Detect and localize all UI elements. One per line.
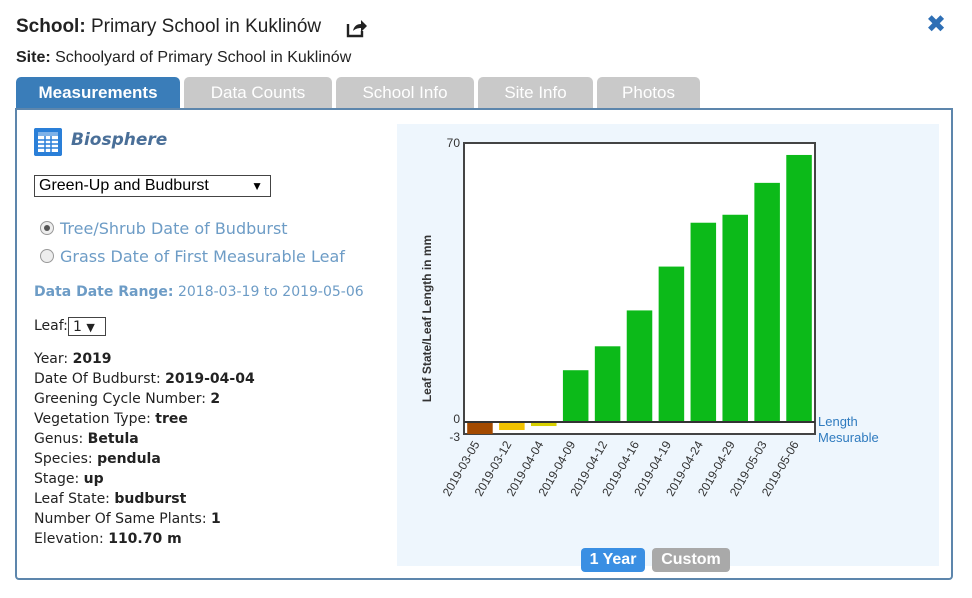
bar bbox=[626, 310, 653, 423]
detail-label: Elevation: bbox=[34, 531, 104, 547]
bar bbox=[531, 422, 557, 427]
detail-row: Greening Cycle Number: 2 bbox=[34, 389, 255, 409]
leaf-label: Leaf: bbox=[34, 318, 68, 334]
bar bbox=[594, 346, 621, 423]
radio-tree-label: Tree/Shrub Date of Budburst bbox=[60, 219, 288, 238]
y-tick-label: 0 bbox=[453, 412, 460, 426]
detail-row: Stage: up bbox=[34, 469, 255, 489]
detail-row: Number Of Same Plants: 1 bbox=[34, 509, 255, 529]
bar bbox=[658, 266, 685, 423]
detail-label: Genus: bbox=[34, 431, 84, 447]
range-value: 2018-03-19 to 2019-05-06 bbox=[177, 284, 364, 300]
detail-row: Species: pendula bbox=[34, 449, 255, 469]
tab-photos[interactable]: Photos bbox=[597, 77, 700, 108]
detail-value: budburst bbox=[114, 491, 187, 507]
section-title: Biosphere bbox=[71, 130, 168, 150]
close-icon[interactable]: ✖ bbox=[926, 10, 947, 38]
tab-school-info[interactable]: School Info bbox=[336, 77, 474, 108]
measurements-panel: Biosphere Green-Up and Budburst ▼ Tree/S… bbox=[15, 108, 953, 580]
bar bbox=[786, 154, 812, 423]
y-axis-label: Leaf State/Leaf Length in mm bbox=[420, 235, 434, 402]
detail-label: Stage: bbox=[34, 471, 80, 487]
detail-row: Year: 2019 bbox=[34, 349, 255, 369]
detail-row: Genus: Betula bbox=[34, 429, 255, 449]
school-name: Primary School in Kuklinów bbox=[90, 16, 322, 37]
detail-value: Betula bbox=[87, 431, 139, 447]
detail-value: 1 bbox=[211, 511, 221, 527]
one-year-button[interactable]: 1 Year bbox=[581, 548, 645, 572]
chevron-down-icon: ▼ bbox=[251, 179, 263, 193]
detail-row: Leaf State: budburst bbox=[34, 489, 255, 509]
detail-label: Number Of Same Plants: bbox=[34, 511, 207, 527]
detail-label: Species: bbox=[34, 451, 93, 467]
leaf-selector: Leaf: 1 ▼ bbox=[34, 317, 106, 336]
bar-chart: 2019-03-052019-03-122019-04-042019-04-09… bbox=[420, 136, 879, 499]
detail-value: 2019 bbox=[72, 351, 112, 367]
bar bbox=[722, 214, 748, 423]
tab-data-counts[interactable]: Data Counts bbox=[184, 77, 332, 108]
detail-row: Date Of Budburst: 2019-04-04 bbox=[34, 369, 255, 389]
table-icon[interactable] bbox=[34, 128, 62, 156]
detail-value: up bbox=[83, 471, 104, 487]
site-label: Site: bbox=[16, 49, 51, 66]
custom-range-button[interactable]: Custom bbox=[652, 548, 730, 572]
site-name: Schoolyard of Primary School in Kuklinów bbox=[55, 49, 352, 66]
reference-line-label: Mesurable bbox=[818, 430, 879, 445]
protocol-select[interactable]: Green-Up and Budburst ▼ bbox=[34, 175, 271, 197]
range-label: Data Date Range: bbox=[34, 284, 174, 300]
detail-label: Greening Cycle Number: bbox=[34, 391, 206, 407]
leaf-select-value: 1 bbox=[73, 319, 82, 335]
bar bbox=[467, 422, 493, 434]
leaf-select[interactable]: 1 ▼ bbox=[68, 317, 106, 336]
detail-value: 2019-04-04 bbox=[165, 371, 255, 387]
tab-measurements[interactable]: Measurements bbox=[16, 77, 180, 108]
detail-value: 2 bbox=[210, 391, 221, 407]
radio-button[interactable] bbox=[40, 249, 54, 263]
bar bbox=[690, 222, 717, 423]
detail-value: tree bbox=[155, 411, 188, 427]
radio-button-selected[interactable] bbox=[40, 221, 54, 235]
radio-grass-label: Grass Date of First Measurable Leaf bbox=[60, 247, 345, 266]
chart-area: 2019-03-05 2019-03-12 2019-04-04 2019-04-09… bbox=[397, 124, 939, 572]
measurement-details: Year: 2019 Date Of Budburst: 2019-04-04 … bbox=[34, 349, 255, 549]
bar bbox=[499, 422, 525, 431]
detail-label: Year: bbox=[34, 351, 69, 367]
bar bbox=[562, 370, 589, 423]
site-title: Site: Schoolyard of Primary School in Ku… bbox=[16, 49, 351, 67]
y-tick-label: -3 bbox=[449, 430, 460, 444]
protocol-select-value: Green-Up and Budburst bbox=[39, 177, 209, 194]
detail-label: Date Of Budburst: bbox=[34, 371, 161, 387]
reference-line-label: Length bbox=[818, 414, 858, 429]
school-title: School: Primary School in Kuklinów bbox=[16, 16, 321, 38]
chevron-down-icon: ▼ bbox=[86, 321, 95, 334]
detail-row: Vegetation Type: tree bbox=[34, 409, 255, 429]
detail-label: Vegetation Type: bbox=[34, 411, 151, 427]
bar bbox=[754, 182, 780, 423]
y-tick-label: 70 bbox=[447, 136, 461, 150]
data-date-range: Data Date Range: 2018-03-19 to 2019-05-0… bbox=[34, 284, 364, 300]
detail-label: Leaf State: bbox=[34, 491, 110, 507]
detail-value: pendula bbox=[97, 451, 161, 467]
share-icon[interactable] bbox=[346, 18, 368, 38]
school-label: School: bbox=[16, 16, 86, 37]
tab-site-info[interactable]: Site Info bbox=[478, 77, 593, 108]
detail-value: 110.70 m bbox=[108, 531, 182, 547]
detail-row: Elevation: 110.70 m bbox=[34, 529, 255, 549]
